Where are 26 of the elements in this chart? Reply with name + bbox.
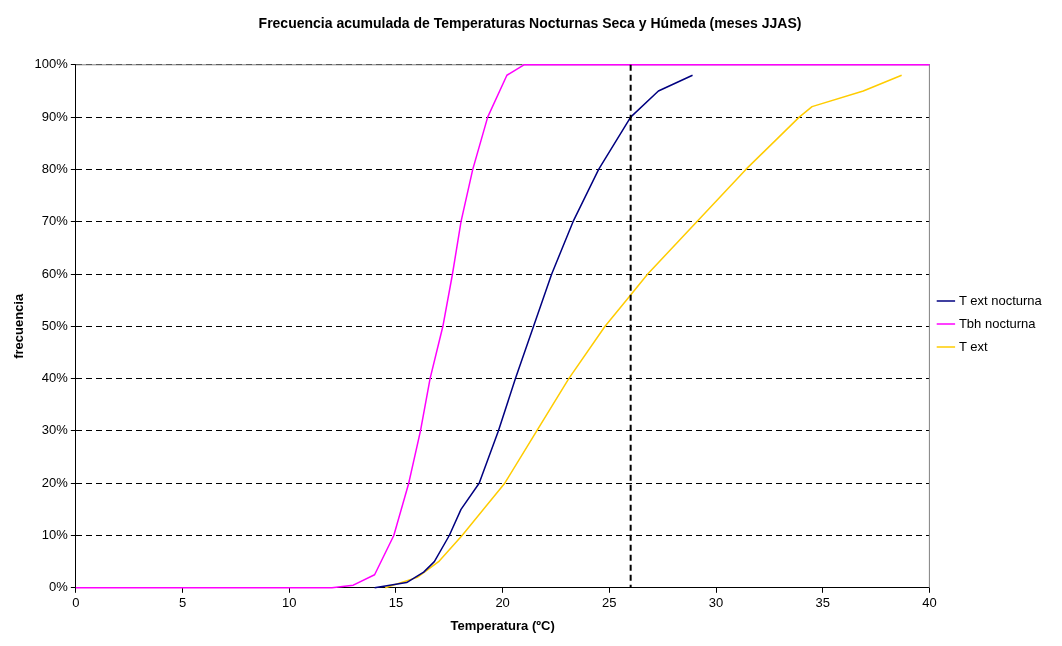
y-axis-title: frecuencia (11, 293, 27, 359)
x-tick-label: 0 (72, 595, 80, 611)
y-tick-label: 50% (41, 317, 69, 333)
legend-label: Tbh nocturna (958, 315, 1037, 331)
y-tick-label: 10% (41, 527, 69, 543)
y-tick-label: 80% (41, 160, 69, 176)
x-tick-label: 35 (815, 595, 830, 611)
x-tick-label: 10 (282, 595, 297, 611)
y-tick-label: 100% (34, 56, 69, 72)
y-tick-label: 0% (49, 579, 69, 595)
y-tick-label: 90% (41, 108, 69, 124)
x-axis-title: Temperatura (ºC) (450, 617, 555, 633)
y-tick-label: 40% (41, 370, 69, 386)
legend-label: T ext (958, 338, 988, 354)
y-tick-label: 70% (41, 213, 69, 229)
x-tick-label: 40 (922, 595, 937, 611)
x-tick-label: 25 (602, 595, 617, 611)
x-tick-label: 20 (495, 595, 510, 611)
y-tick-label: 60% (41, 265, 69, 281)
y-tick-label: 30% (41, 422, 69, 438)
x-tick-label: 15 (388, 595, 404, 611)
chart-title: Frecuencia acumulada de Temperaturas Nocturnas Seca y Húmeda (meses JJAS) (258, 15, 802, 32)
legend-label: T ext nocturna (958, 292, 1043, 308)
x-tick-label: 5 (178, 595, 187, 611)
y-tick-label: 20% (41, 474, 69, 490)
x-tick-label: 30 (708, 595, 724, 611)
